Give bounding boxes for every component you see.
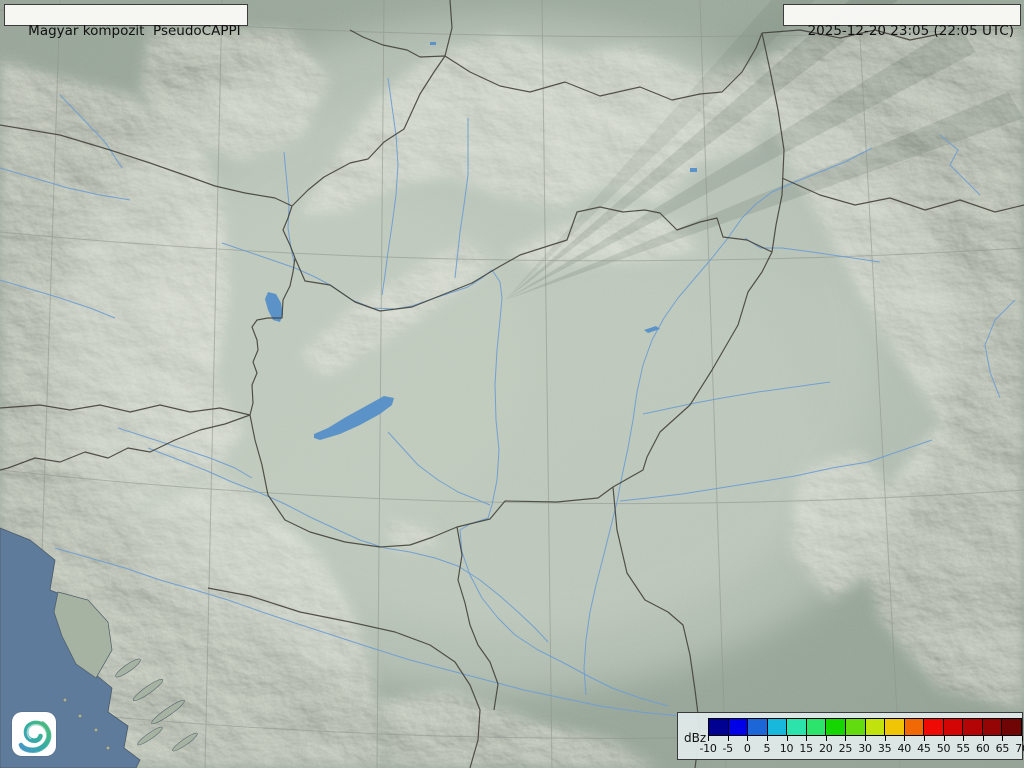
legend-tick [943, 736, 945, 741]
river-szamos [744, 237, 881, 263]
legend-tick-label: 5 [763, 742, 771, 755]
legend-cell [903, 718, 924, 736]
legend-cell [825, 718, 845, 736]
legend-tick-label: 25 [838, 742, 853, 755]
legend-tick [1002, 736, 1004, 741]
lake-tisza-to [644, 326, 660, 333]
legend-cell [884, 718, 904, 736]
river-hron [454, 118, 469, 279]
meteo-spiral-logo [12, 712, 56, 756]
river-sio [387, 431, 491, 506]
legend-tick [845, 736, 847, 741]
legend-tick [865, 736, 866, 741]
river-drava [147, 447, 549, 643]
legend-tick [806, 736, 808, 741]
legend-tick-label: 55 [956, 742, 970, 755]
legend-tick [884, 736, 886, 741]
river-morava [283, 151, 295, 263]
legend-cell [981, 718, 1002, 736]
legend-unit-label: dBz [684, 731, 707, 745]
legend-tick-label: 70 [1015, 742, 1024, 755]
legend-tick-label: 20 [819, 742, 833, 755]
beam-blockage-streaks [505, 0, 1024, 300]
legend-tick-label: -10 [699, 742, 717, 755]
legend-tick-label: 30 [858, 742, 872, 755]
legend-tick-label: 15 [799, 742, 813, 755]
legend-cell [1001, 718, 1022, 736]
lake-balaton [314, 396, 394, 440]
legend-cell [942, 718, 963, 736]
legend-tick [727, 736, 729, 741]
legend-tick [825, 736, 827, 741]
legend-cell [766, 718, 787, 736]
legend-tick [923, 736, 925, 741]
timestamp: 2025-12-20 23:05 (22:05 UTC) [807, 23, 1014, 39]
river-koros [642, 381, 831, 415]
legend-cell [805, 718, 826, 736]
istria-peninsula [53, 591, 113, 679]
spiral-icon [18, 720, 52, 753]
legend-tick [1022, 736, 1023, 741]
river-sava [54, 547, 721, 723]
legend-tick-label: 65 [995, 742, 1010, 755]
timestamp-box: 2025-12-20 23:05 (22:05 UTC) [783, 4, 1021, 39]
legend-cell [962, 718, 982, 736]
legend-tick [963, 736, 965, 741]
legend-cell [727, 718, 748, 736]
legend-tick [982, 736, 984, 741]
river-maros [619, 439, 933, 502]
legend-cell [864, 718, 885, 736]
legend-tick-label: 50 [936, 742, 951, 755]
legend-tick-label: 45 [917, 742, 931, 755]
dbz-color-bar [708, 718, 1022, 736]
adriatic-islands [62, 658, 198, 752]
legend-cell [786, 718, 806, 736]
river-mura [117, 427, 253, 479]
legend-tick [708, 736, 709, 741]
lakes-layer [265, 42, 697, 440]
border-hungary [249, 206, 773, 548]
legend-tick-label: 40 [897, 742, 912, 755]
product-title: Magyar kompozit PseudoCAPPI [28, 23, 241, 39]
legend-cell [844, 718, 865, 736]
legend-cell [747, 718, 767, 736]
lake-neusiedl [265, 292, 283, 322]
legend-tick-label: 60 [976, 742, 990, 755]
legend-tick [786, 736, 788, 741]
legend-tick-label: 0 [743, 742, 751, 755]
legend-tick [904, 736, 906, 741]
adriatic-sea [0, 527, 198, 768]
dbz-legend: dBz -10 -5 05 10 15 20 25 30 35 40 45 50 55 60 65 70 [677, 712, 1024, 760]
legend-tick [747, 736, 749, 741]
legend-tick-label: 35 [877, 742, 892, 755]
product-title-box: Magyar kompozit PseudoCAPPI [4, 4, 248, 39]
legend-cell [708, 718, 728, 736]
river-tisza [583, 147, 873, 696]
legend-tick-label: 10 [779, 742, 794, 755]
legend-tick-label: -5 [722, 742, 733, 755]
legend-tick [766, 736, 768, 741]
river-vah [381, 77, 399, 296]
radar-coverage-overlay [53, 17, 957, 693]
legend-cell [923, 718, 943, 736]
